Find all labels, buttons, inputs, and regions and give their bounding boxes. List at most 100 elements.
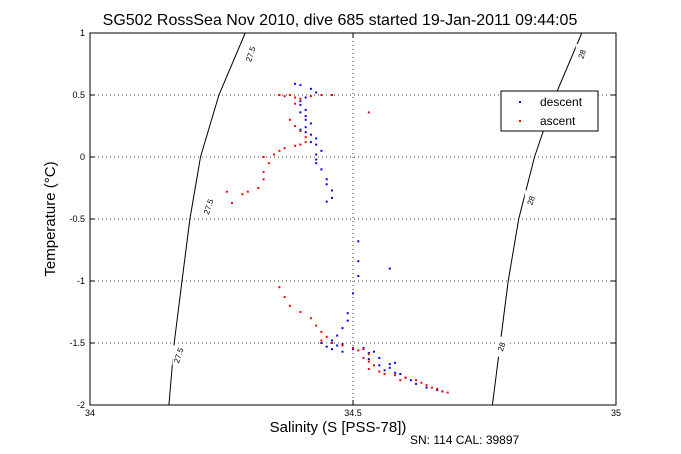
footer-serial-cal: SN: 114 CAL: 39897 bbox=[410, 433, 520, 447]
descent-point bbox=[304, 126, 307, 129]
contour-label: 28 bbox=[577, 48, 588, 60]
x-tick-label: 34 bbox=[85, 408, 95, 418]
ascent-point bbox=[367, 368, 370, 370]
ascent-point bbox=[320, 339, 323, 342]
descent-point bbox=[336, 344, 339, 347]
contour-line-27-5 bbox=[168, 32, 246, 406]
ascent-point bbox=[320, 330, 323, 333]
ascent-point bbox=[294, 96, 297, 99]
ascent-point bbox=[383, 373, 386, 375]
descent-point bbox=[394, 361, 397, 364]
contour-label-background bbox=[202, 196, 215, 217]
ascent-point bbox=[367, 111, 370, 114]
descent-point bbox=[388, 363, 391, 366]
descent-point bbox=[425, 386, 428, 389]
descent-point bbox=[373, 350, 375, 353]
ascent-point bbox=[273, 153, 276, 156]
ascent-point bbox=[367, 360, 370, 363]
descent-point bbox=[357, 260, 360, 263]
ascent-point bbox=[325, 335, 328, 338]
contour-label-background bbox=[244, 44, 257, 65]
ascent-point bbox=[278, 149, 281, 152]
descent-point bbox=[331, 348, 333, 351]
ascent-point bbox=[341, 344, 344, 347]
descent-point bbox=[409, 379, 412, 382]
contour-label-background bbox=[172, 345, 185, 366]
descent-point bbox=[436, 389, 439, 392]
descent-point bbox=[320, 342, 323, 344]
descent-point bbox=[309, 87, 312, 90]
descent-point bbox=[346, 312, 349, 315]
ascent-point bbox=[399, 379, 402, 382]
descent-point bbox=[294, 82, 297, 85]
ascent-point bbox=[373, 364, 375, 367]
descent-point bbox=[315, 137, 318, 140]
ascent-point bbox=[309, 95, 312, 98]
contour-label-background bbox=[495, 336, 508, 357]
descent-point bbox=[304, 131, 307, 134]
descent-point bbox=[341, 343, 344, 346]
y-axis-label: Temperature (°C) bbox=[42, 161, 59, 276]
descent-point bbox=[315, 143, 318, 146]
descent-point bbox=[299, 84, 302, 87]
ascent-point bbox=[315, 324, 318, 327]
ascent-point bbox=[309, 317, 312, 320]
descent-point bbox=[299, 111, 302, 114]
ascent-point bbox=[299, 97, 302, 100]
ascent-point bbox=[288, 118, 291, 121]
x-axis-label: Salinity (S [PSS-78]) bbox=[270, 419, 407, 436]
ascent-point bbox=[420, 381, 423, 384]
descent-point bbox=[320, 149, 323, 152]
ascent-point bbox=[378, 370, 381, 373]
descent-point bbox=[331, 339, 333, 342]
descent-point bbox=[299, 100, 302, 103]
ascent-point bbox=[262, 178, 265, 181]
ascent-point bbox=[299, 143, 302, 146]
descent-point bbox=[304, 96, 307, 99]
descent-point bbox=[352, 348, 354, 351]
descent-point bbox=[394, 371, 397, 374]
ascent-point bbox=[352, 347, 354, 349]
ascent-point bbox=[394, 374, 397, 377]
descent-point bbox=[299, 128, 302, 131]
ascent-point bbox=[231, 201, 233, 204]
ascent-point bbox=[288, 304, 291, 307]
axis-ticks: 34 34.5 35 1 0.5 0 -0.5 -1 -1.5 -2 bbox=[69, 28, 621, 418]
ascent-point bbox=[283, 296, 286, 299]
ascent-point bbox=[288, 94, 291, 96]
ascent-point bbox=[362, 348, 365, 351]
y-tick-label: -0.5 bbox=[69, 214, 85, 224]
y-tick-label: 1 bbox=[80, 28, 85, 38]
ascent-point bbox=[246, 190, 249, 193]
ascent-point bbox=[278, 94, 281, 96]
ascent-point bbox=[283, 147, 286, 150]
descent-point bbox=[388, 267, 391, 270]
ascent-point bbox=[331, 94, 333, 96]
legend-marker-descent bbox=[519, 101, 521, 103]
descent-point bbox=[315, 162, 318, 165]
ascent-point bbox=[241, 193, 244, 196]
descent-point bbox=[309, 141, 312, 144]
descent-point bbox=[378, 356, 381, 359]
descent-point bbox=[315, 91, 318, 94]
ascent-point bbox=[357, 349, 360, 352]
data-points bbox=[225, 82, 449, 394]
ascent-point bbox=[331, 342, 333, 344]
descent-point bbox=[383, 369, 386, 372]
descent-point bbox=[331, 189, 333, 192]
descent-point bbox=[304, 108, 307, 111]
descent-point bbox=[341, 327, 344, 330]
ascent-point bbox=[283, 95, 286, 98]
y-tick-label: 0.5 bbox=[72, 90, 85, 100]
descent-point bbox=[388, 366, 391, 369]
descent-point bbox=[315, 153, 318, 156]
series-ascent bbox=[225, 94, 449, 394]
ascent-point bbox=[262, 156, 265, 158]
ascent-point bbox=[299, 130, 302, 132]
contour-label-background bbox=[575, 44, 588, 65]
series-descent bbox=[294, 82, 444, 393]
ascent-point bbox=[294, 125, 297, 127]
y-tick-label: -1 bbox=[77, 276, 85, 286]
